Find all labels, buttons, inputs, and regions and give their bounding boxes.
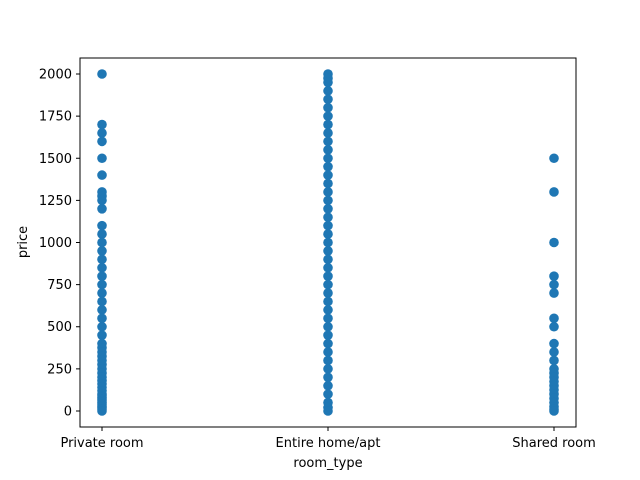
y-tick-label: 0 xyxy=(64,404,72,419)
y-tick-label: 1000 xyxy=(39,236,72,251)
data-point xyxy=(97,330,107,340)
data-point xyxy=(323,153,333,164)
data-point xyxy=(323,212,333,223)
y-axis-label: price xyxy=(16,226,31,258)
x-axis-label: room_type xyxy=(293,456,362,471)
data-point xyxy=(323,220,333,231)
data-point xyxy=(323,237,333,248)
y-tick-label: 500 xyxy=(47,320,72,335)
data-point xyxy=(97,220,107,231)
data-point xyxy=(323,321,333,332)
data-point xyxy=(323,330,333,340)
data-point xyxy=(97,69,107,79)
data-point xyxy=(97,195,107,206)
data-point xyxy=(549,338,559,349)
data-point xyxy=(97,119,107,130)
data-point xyxy=(97,296,107,307)
data-point xyxy=(549,153,559,164)
y-tick-label: 2000 xyxy=(39,68,72,83)
data-point xyxy=(97,170,107,180)
data-point xyxy=(97,406,107,416)
data-point xyxy=(323,77,333,88)
data-point xyxy=(323,288,333,298)
x-tick-label: Entire home/apt xyxy=(276,436,381,451)
data-point xyxy=(323,204,333,214)
y-tick-label: 250 xyxy=(47,362,72,377)
data-point xyxy=(323,86,333,96)
points-layer xyxy=(97,69,559,416)
data-point xyxy=(549,279,559,290)
data-point xyxy=(97,237,107,248)
data-point xyxy=(97,153,107,164)
data-point xyxy=(97,136,107,147)
x-tick-label: Shared room xyxy=(512,436,596,451)
data-point xyxy=(323,102,333,113)
data-point xyxy=(323,170,333,180)
data-point xyxy=(97,305,107,315)
data-point xyxy=(323,305,333,315)
data-point xyxy=(549,406,559,416)
data-point xyxy=(323,271,333,281)
data-point xyxy=(549,355,559,366)
data-point xyxy=(97,321,107,332)
data-point xyxy=(323,355,333,366)
y-tick-label: 1750 xyxy=(39,110,72,125)
data-point xyxy=(97,262,107,273)
data-point xyxy=(323,389,333,399)
data-point xyxy=(323,372,333,383)
x-tick-label: Private room xyxy=(60,436,143,451)
data-point xyxy=(323,128,333,138)
data-point xyxy=(549,288,559,298)
data-point xyxy=(549,271,559,281)
data-point xyxy=(323,406,333,416)
data-point xyxy=(97,279,107,290)
data-point xyxy=(323,254,333,265)
data-point xyxy=(549,187,559,197)
data-point xyxy=(323,347,333,357)
data-point xyxy=(323,313,333,324)
data-point xyxy=(97,271,107,281)
data-point xyxy=(323,279,333,290)
y-tick-label: 750 xyxy=(47,278,72,293)
data-point xyxy=(323,161,333,172)
y-tick-label: 1250 xyxy=(39,194,72,209)
data-point xyxy=(323,229,333,239)
data-point xyxy=(97,246,107,256)
data-point xyxy=(97,204,107,214)
data-point xyxy=(323,178,333,189)
data-point xyxy=(323,94,333,105)
y-axis: 0 250 500 750 1000 1250 1500 1750 2000 xyxy=(39,68,80,419)
data-point xyxy=(97,128,107,138)
data-point xyxy=(323,338,333,349)
data-point xyxy=(323,119,333,130)
data-point xyxy=(97,254,107,265)
data-point xyxy=(549,347,559,357)
data-point xyxy=(323,246,333,256)
x-axis: Private room Entire home/apt Shared room xyxy=(60,427,596,451)
data-point xyxy=(323,145,333,155)
data-point xyxy=(323,136,333,147)
data-point xyxy=(549,313,559,324)
data-point xyxy=(323,262,333,273)
data-point xyxy=(323,187,333,197)
data-point xyxy=(323,111,333,121)
data-point xyxy=(323,296,333,307)
y-tick-label: 1500 xyxy=(39,152,72,167)
data-point xyxy=(549,237,559,248)
data-point xyxy=(323,364,333,374)
data-point xyxy=(323,195,333,206)
data-point xyxy=(97,313,107,324)
data-point xyxy=(549,321,559,332)
data-point xyxy=(97,229,107,239)
data-point xyxy=(97,288,107,298)
data-point xyxy=(323,380,333,391)
